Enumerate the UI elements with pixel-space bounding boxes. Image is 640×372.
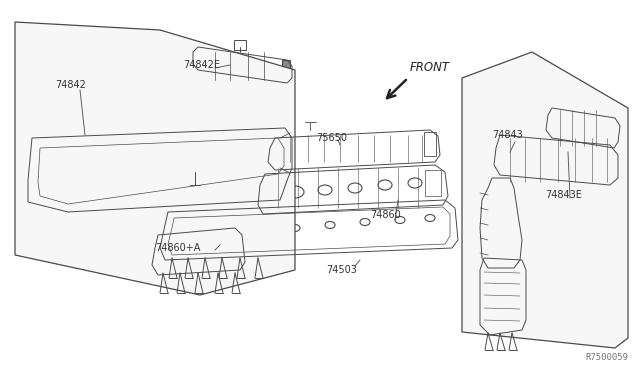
Bar <box>605 115 617 143</box>
Bar <box>600 148 616 176</box>
Bar <box>234 40 246 50</box>
Text: FRONT: FRONT <box>410 61 450 74</box>
Bar <box>282 60 290 74</box>
Text: 74860: 74860 <box>370 210 401 220</box>
Text: 74860+A: 74860+A <box>155 243 200 253</box>
Bar <box>498 140 516 170</box>
Bar <box>425 170 441 196</box>
Bar <box>270 148 285 160</box>
Bar <box>424 132 436 156</box>
Bar <box>262 193 282 207</box>
Polygon shape <box>462 52 628 348</box>
Text: 74843E: 74843E <box>545 190 582 200</box>
Text: 74503: 74503 <box>326 265 357 275</box>
Bar <box>268 178 283 206</box>
Bar <box>30 175 46 195</box>
Text: 74843: 74843 <box>492 130 523 140</box>
Text: R7500059: R7500059 <box>585 353 628 362</box>
Text: 74842E: 74842E <box>183 60 220 70</box>
Text: 74842: 74842 <box>55 80 86 90</box>
Text: 75650: 75650 <box>316 133 347 143</box>
Bar <box>30 155 46 170</box>
Polygon shape <box>15 22 295 295</box>
